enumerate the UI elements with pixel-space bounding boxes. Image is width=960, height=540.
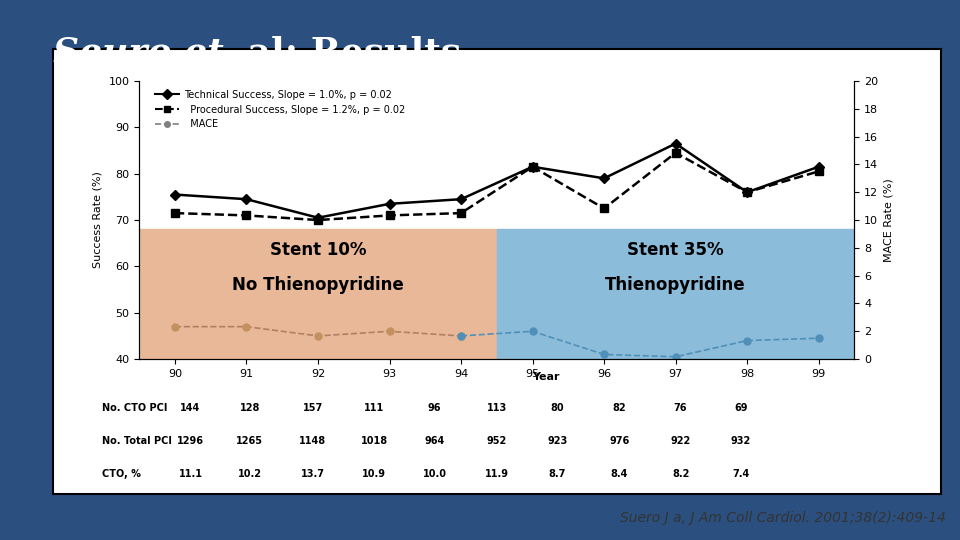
Line:   MACE: MACE [172, 323, 465, 340]
  Procedural Success, Slope = 1.2%, p = 0.02 [813, 168, 825, 174]
Text: 952: 952 [487, 436, 507, 446]
Text: 113: 113 [487, 403, 507, 413]
Text: Stent 35%: Stent 35% [627, 241, 724, 259]
Technical Success, Slope = 1.0%, p = 0.02 [312, 214, 324, 221]
  Procedural Success, Slope = 1.2%, p = 0.02 [527, 164, 539, 170]
Bar [497, 230, 854, 359]
Text: 1296: 1296 [177, 436, 204, 446]
Text: 80: 80 [550, 403, 564, 413]
Text: 128: 128 [240, 403, 260, 413]
  Procedural Success, Slope = 1.2%, p = 0.02 [312, 217, 324, 223]
Text: 922: 922 [670, 436, 691, 446]
Text: 144: 144 [180, 403, 201, 413]
  Procedural Success, Slope = 1.2%, p = 0.02 [455, 210, 467, 217]
Technical Success, Slope = 1.0%, p = 0.02 [455, 196, 467, 202]
Technical Success, Slope = 1.0%, p = 0.02 [527, 164, 539, 170]
  Procedural Success, Slope = 1.2%, p = 0.02 [741, 189, 753, 195]
Text: 932: 932 [731, 436, 751, 446]
Technical Success, Slope = 1.0%, p = 0.02 [741, 189, 753, 195]
Text: 8.4: 8.4 [611, 469, 628, 479]
Line: Technical Success, Slope = 1.0%, p = 0.02: Technical Success, Slope = 1.0%, p = 0.0… [171, 140, 823, 221]
  MACE [312, 333, 324, 339]
Text: No Thienopyridine: No Thienopyridine [232, 276, 404, 294]
Text: 1018: 1018 [361, 436, 388, 446]
Text: 96: 96 [428, 403, 442, 413]
  MACE [169, 323, 180, 330]
Bar [139, 230, 496, 359]
  MACE [455, 333, 467, 339]
  Procedural Success, Slope = 1.2%, p = 0.02 [169, 210, 180, 217]
Text: No. CTO PCI: No. CTO PCI [102, 403, 167, 413]
Line:   Procedural Success, Slope = 1.2%, p = 0.02: Procedural Success, Slope = 1.2%, p = 0.… [171, 149, 823, 224]
  Procedural Success, Slope = 1.2%, p = 0.02 [384, 212, 396, 219]
Text: 10.0: 10.0 [422, 469, 446, 479]
Text: Year: Year [532, 373, 560, 382]
  MACE [384, 328, 396, 334]
  MACE [241, 323, 252, 330]
Text: 10.9: 10.9 [362, 469, 386, 479]
Text: 76: 76 [674, 403, 687, 413]
Text: 11.1: 11.1 [179, 469, 203, 479]
Text: 10.2: 10.2 [238, 469, 262, 479]
Text: 82: 82 [612, 403, 626, 413]
Text: 1148: 1148 [300, 436, 326, 446]
Text: 13.7: 13.7 [301, 469, 325, 479]
Text: 976: 976 [610, 436, 630, 446]
Technical Success, Slope = 1.0%, p = 0.02 [384, 200, 396, 207]
Text: 157: 157 [302, 403, 324, 413]
Text: Thienopyridine: Thienopyridine [606, 276, 746, 294]
Legend: Technical Success, Slope = 1.0%, p = 0.02,   Procedural Success, Slope = 1.2%, p: Technical Success, Slope = 1.0%, p = 0.0… [152, 86, 409, 133]
Text: CTO, %: CTO, % [102, 469, 140, 479]
Text: No. Total PCI: No. Total PCI [102, 436, 172, 446]
Text: 111: 111 [364, 403, 384, 413]
  Procedural Success, Slope = 1.2%, p = 0.02 [241, 212, 252, 219]
Text: Seuro et: Seuro et [53, 35, 224, 69]
Technical Success, Slope = 1.0%, p = 0.02 [241, 196, 252, 202]
Text: 7.4: 7.4 [732, 469, 750, 479]
Y-axis label: Success Rate (%): Success Rate (%) [93, 172, 103, 268]
  Procedural Success, Slope = 1.2%, p = 0.02 [670, 150, 682, 156]
Y-axis label: MACE Rate (%): MACE Rate (%) [884, 178, 894, 262]
Text: Stent 10%: Stent 10% [270, 241, 367, 259]
Text: 8.7: 8.7 [548, 469, 565, 479]
Text: Suero J a, J Am Coll Cardiol. 2001;38(2):409-14: Suero J a, J Am Coll Cardiol. 2001;38(2)… [620, 511, 946, 525]
Text: 1265: 1265 [236, 436, 263, 446]
Text: 964: 964 [424, 436, 444, 446]
Text: 69: 69 [734, 403, 748, 413]
Technical Success, Slope = 1.0%, p = 0.02 [169, 191, 180, 198]
Technical Success, Slope = 1.0%, p = 0.02 [670, 140, 682, 147]
Text: 923: 923 [547, 436, 567, 446]
  Procedural Success, Slope = 1.2%, p = 0.02 [598, 205, 610, 212]
Text: 8.2: 8.2 [672, 469, 689, 479]
Text: 11.9: 11.9 [485, 469, 509, 479]
Text: al: Results: al: Results [235, 35, 462, 69]
Technical Success, Slope = 1.0%, p = 0.02 [598, 175, 610, 181]
Technical Success, Slope = 1.0%, p = 0.02 [813, 164, 825, 170]
